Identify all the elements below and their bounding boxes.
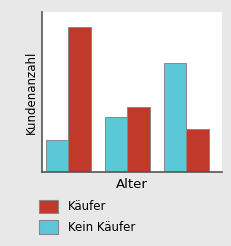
Bar — [127, 107, 150, 172]
Bar — [186, 129, 209, 172]
Bar — [68, 27, 91, 172]
Legend: Käufer, Kein Käufer: Käufer, Kein Käufer — [36, 196, 139, 238]
Bar — [105, 117, 127, 172]
Bar — [164, 63, 186, 172]
Bar — [46, 140, 68, 172]
X-axis label: Alter: Alter — [116, 178, 148, 191]
Y-axis label: Kundenanzahl: Kundenanzahl — [24, 51, 37, 134]
